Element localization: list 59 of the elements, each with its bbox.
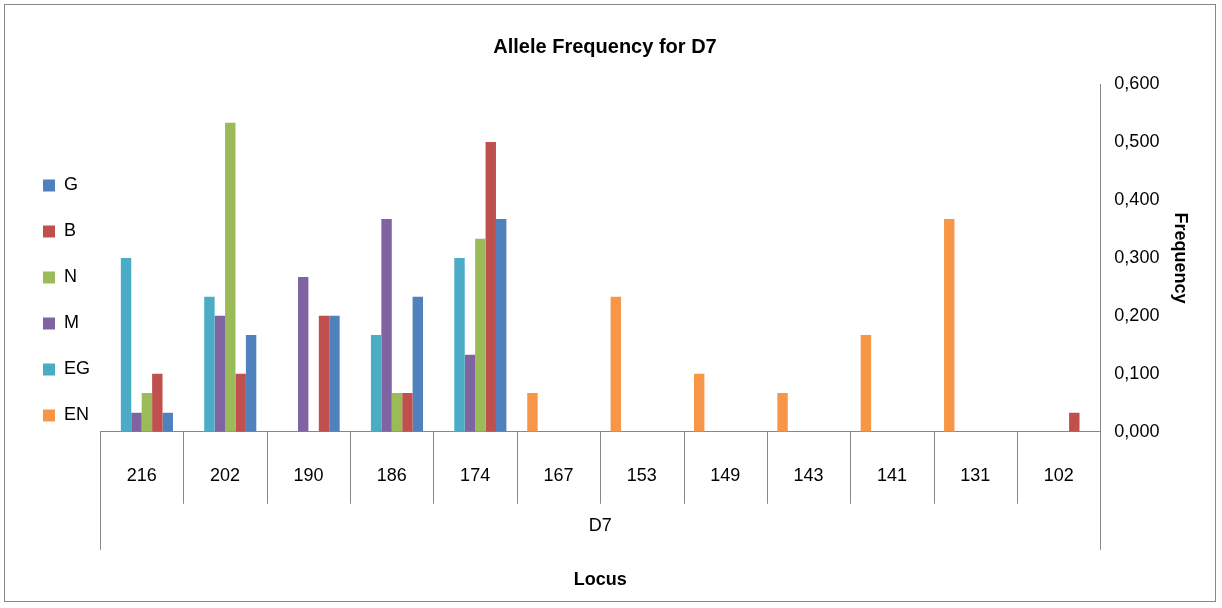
bar <box>412 296 424 432</box>
text: D7 <box>588 514 612 535</box>
bar <box>245 335 257 432</box>
bar <box>329 315 340 432</box>
y-tick-label: 0,100 <box>1114 362 1160 383</box>
x-tick-label: 153 <box>626 464 657 485</box>
x-axis-title: Locus <box>573 569 627 590</box>
bar <box>1069 412 1080 432</box>
y-tick-label: 0,500 <box>1114 130 1160 151</box>
y-tick-label: 0,400 <box>1114 188 1160 209</box>
bar <box>495 219 507 432</box>
x-tick-label: 186 <box>376 464 407 485</box>
legend-label: G <box>64 174 79 195</box>
bar <box>464 354 476 432</box>
bar <box>485 141 496 432</box>
bar <box>214 315 226 432</box>
bar <box>225 122 236 432</box>
bar <box>381 219 392 432</box>
x-tick-label: 216 <box>126 464 157 485</box>
bar <box>318 315 330 432</box>
legend-label: EG <box>64 358 91 379</box>
y-tick-label: 0,300 <box>1114 246 1160 267</box>
x-tick-label: 102 <box>1043 464 1074 485</box>
bar <box>131 412 142 432</box>
bar <box>693 373 705 432</box>
bar <box>391 392 403 432</box>
bar <box>204 296 215 432</box>
legend-label: M <box>64 312 79 333</box>
bar <box>777 392 788 432</box>
y-tick-label: 0,600 <box>1114 72 1160 93</box>
legend-label: B <box>64 220 77 241</box>
bar <box>152 373 163 432</box>
x-tick-label: 174 <box>460 464 491 485</box>
bar <box>235 373 246 432</box>
bar <box>162 412 173 432</box>
x-tick-label: 149 <box>710 464 741 485</box>
x-tick-label: 190 <box>293 464 324 485</box>
y-axis-title: Frequency <box>1171 212 1192 304</box>
bar <box>141 392 153 432</box>
legend-label: N <box>64 266 77 287</box>
bar <box>120 257 132 432</box>
bar <box>475 238 486 432</box>
bar <box>297 277 309 432</box>
bar <box>402 392 413 432</box>
bar <box>527 392 538 432</box>
bar <box>610 296 622 432</box>
bar <box>944 219 955 432</box>
x-tick-label: 143 <box>793 464 824 485</box>
legend-label: EN <box>64 404 90 425</box>
x-tick-label: 202 <box>210 464 241 485</box>
y-tick-label: 0,000 <box>1114 420 1160 441</box>
y-tick-label: 0,200 <box>1114 304 1160 325</box>
x-tick-label: 131 <box>960 464 991 485</box>
bar <box>454 257 465 432</box>
bar <box>860 335 872 432</box>
chart-title: Allele Frequency for D7 <box>493 34 717 57</box>
x-tick-label: 167 <box>543 464 574 485</box>
bar <box>370 335 382 432</box>
x-tick-label: 141 <box>876 464 907 485</box>
